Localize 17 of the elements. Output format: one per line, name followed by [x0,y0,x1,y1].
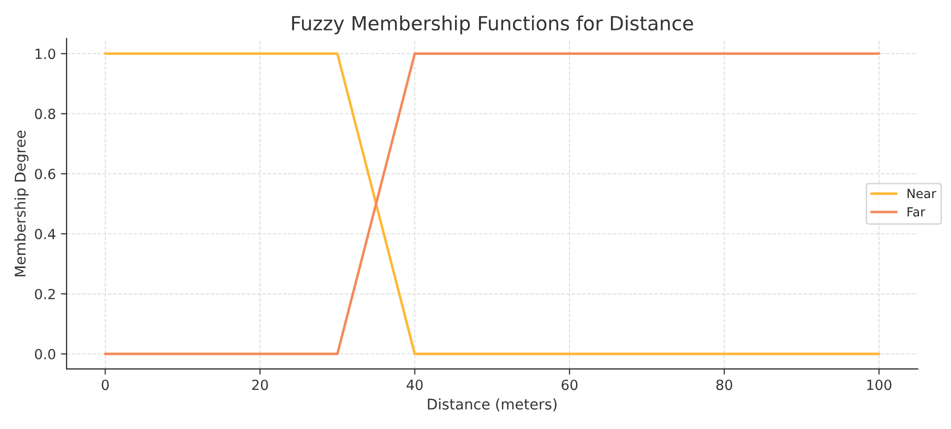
x-tick-label: 0 [102,380,109,390]
y-tick-label: 0.0 [34,348,56,360]
legend-label: Near [908,188,936,198]
legend-label: Far [908,207,926,217]
y-tick-label: 0.4 [34,228,56,240]
y-axis-title: Membership Degree [14,130,29,276]
x-axis-title: Distance (meters) [428,398,557,412]
y-tick-label: 1.0 [36,48,56,60]
chart-title: Fuzzy Membership Functions for Distance [292,16,694,34]
x-tick-label: 60 [562,380,578,390]
y-tick-label: 0.8 [34,108,56,120]
x-tick-label: 40 [406,380,423,390]
y-tick-label: 0.6 [34,168,56,180]
y-tick-label: 0.2 [34,288,55,300]
x-tick-label: 100 [867,380,892,390]
x-tick-label: 80 [716,380,732,390]
x-tick-label: 20 [252,380,268,390]
